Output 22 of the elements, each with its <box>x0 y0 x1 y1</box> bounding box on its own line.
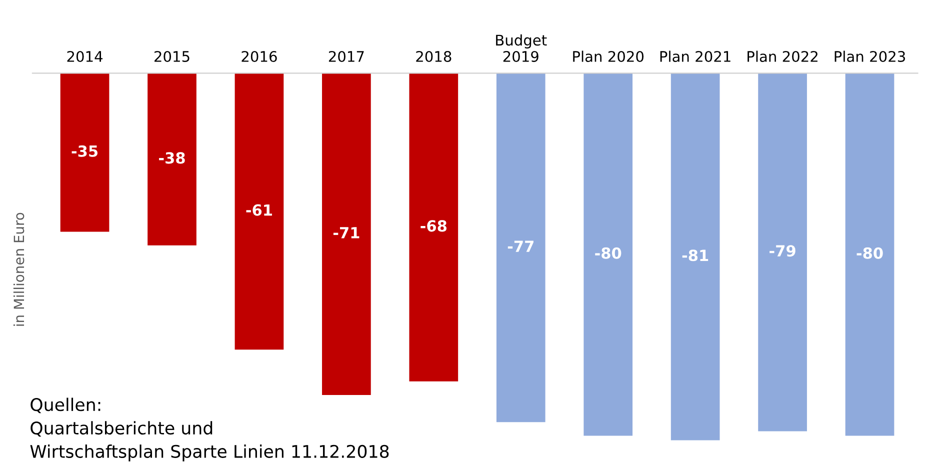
annotation: Quellen: Quartalsberichte und Wirtschaftsplan Sparte Linien 11.12.2018 <box>30 398 389 462</box>
data-label: -80 <box>856 247 883 259</box>
y-axis-title: in Millionen Euro <box>13 212 24 326</box>
data-label: -81 <box>682 250 708 262</box>
x-tick-label: Plan 2023 <box>834 50 905 62</box>
data-label: -38 <box>159 152 185 164</box>
data-label: -71 <box>333 227 360 238</box>
x-tick-label: 2016 <box>242 50 277 62</box>
x-tick-label: Plan 2021 <box>660 50 730 62</box>
x-tick-label: 2018 <box>416 50 452 62</box>
x-tick-label: 2015 <box>154 50 190 62</box>
data-label: -68 <box>420 220 447 232</box>
data-label: -77 <box>508 240 534 252</box>
data-label: -80 <box>595 247 622 259</box>
data-label: -79 <box>770 245 796 257</box>
data-label: -61 <box>246 204 272 216</box>
x-tick-label: 2017 <box>328 50 364 62</box>
x-tick-label: 2014 <box>67 50 103 62</box>
x-tick-label: Plan 2020 <box>573 50 644 62</box>
data-label: -35 <box>72 145 98 157</box>
x-tick-label: Plan 2022 <box>748 50 818 62</box>
x-tick-label: Budget 2019 <box>496 34 547 62</box>
